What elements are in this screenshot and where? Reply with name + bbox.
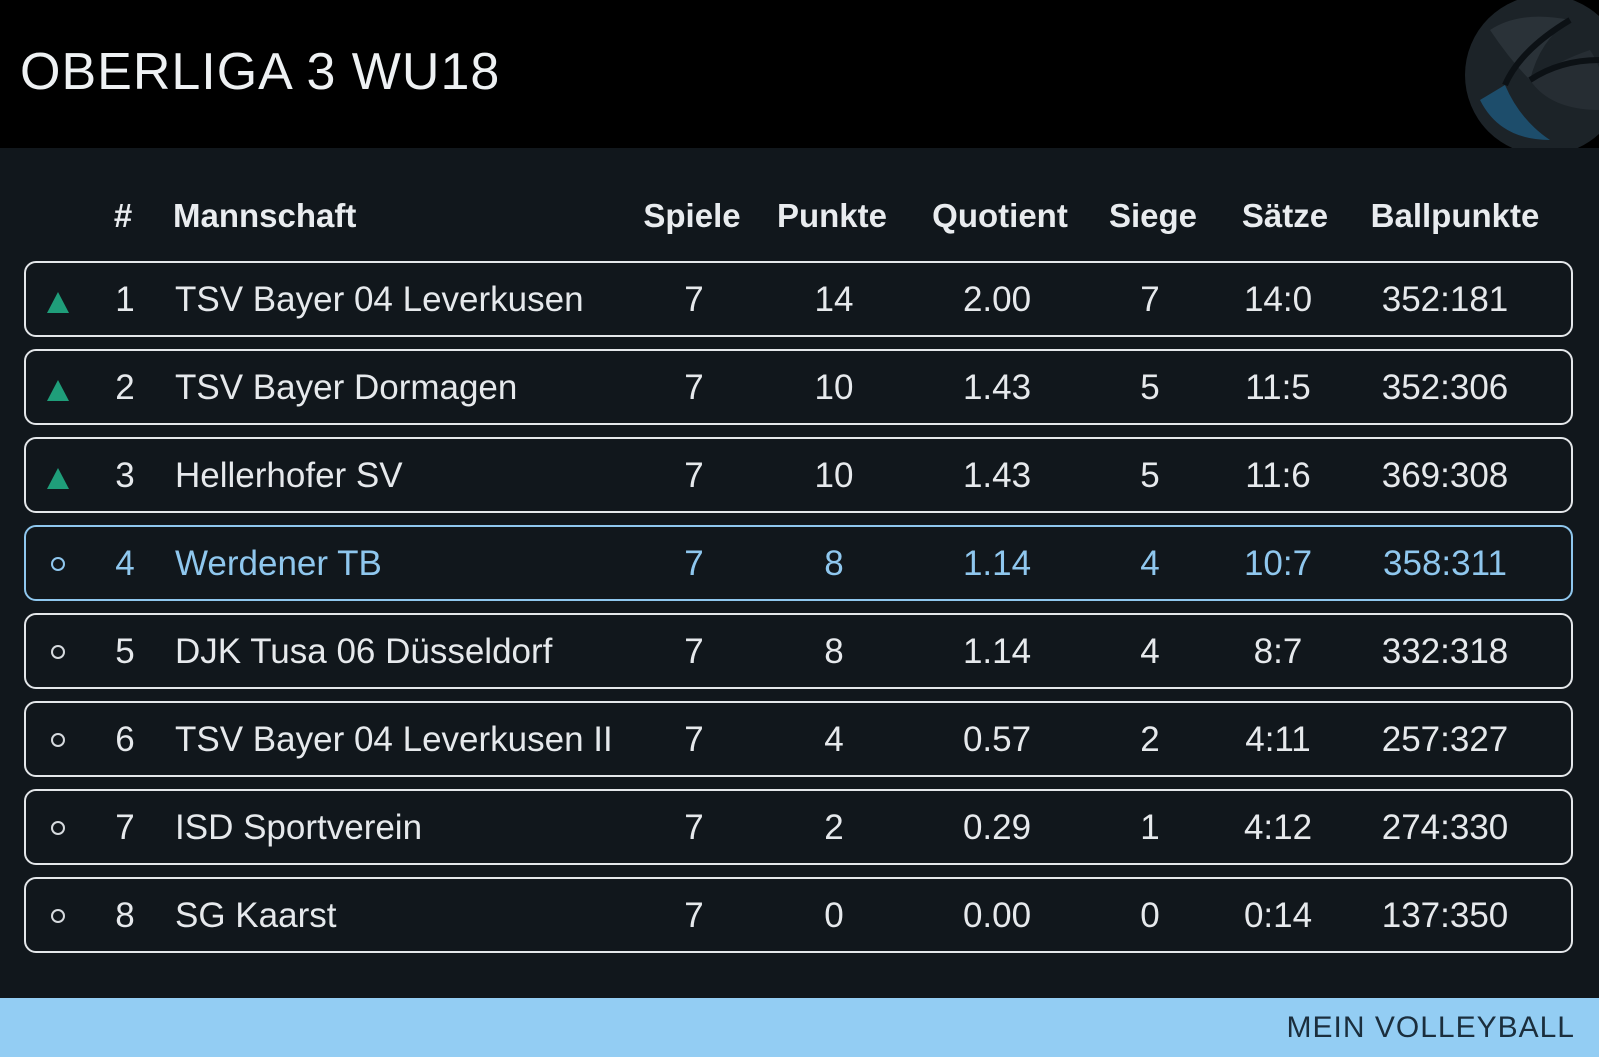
wins-cell: 1 (1140, 808, 1160, 847)
standings-table: # Mannschaft Spiele Punkte Quotient Sieg… (0, 148, 1599, 998)
sets-cell: 8:7 (1253, 632, 1303, 671)
rank-cell: 4 (115, 544, 135, 583)
rank-cell: 3 (115, 456, 135, 495)
ballpoints-cell: 369:308 (1381, 456, 1509, 495)
table-row[interactable]: 5 DJK Tusa 06 Düsseldorf 7 8 1.14 4 8:7 332:318 (24, 613, 1573, 689)
points-cell: 10 (814, 368, 854, 407)
games-cell: 7 (684, 808, 704, 847)
sets-cell: 0:14 (1243, 896, 1313, 935)
table-row[interactable]: 6 TSV Bayer 04 Leverkusen II 7 4 0.57 2 4:11 25… (24, 701, 1573, 777)
quotient-cell: 1.43 (962, 368, 1032, 407)
rank-cell: 5 (115, 632, 135, 671)
points-cell: 0 (824, 896, 844, 935)
ballpoints-cell: 274:330 (1381, 808, 1509, 847)
column-header-team: Mannschaft (173, 197, 357, 234)
column-header-rank: # (113, 197, 133, 234)
games-cell: 7 (684, 720, 704, 759)
team-name: TSV Bayer 04 Leverkusen II (175, 720, 613, 759)
rank-cell: 7 (115, 808, 135, 847)
points-cell: 8 (824, 544, 844, 583)
column-header-ballpoints: Ballpunkte (1370, 197, 1540, 234)
wins-cell: 4 (1140, 632, 1160, 671)
points-cell: 14 (814, 280, 854, 319)
quotient-cell: 1.43 (962, 456, 1032, 495)
footer: MEIN VOLLEYBALL (0, 998, 1599, 1057)
games-cell: 7 (684, 456, 704, 495)
header: OBERLIGA 3 WU18 (0, 0, 1599, 148)
wins-cell: 5 (1140, 456, 1160, 495)
circle-icon (46, 615, 70, 689)
sets-cell: 11:6 (1245, 456, 1311, 495)
column-header-games: Spiele (643, 197, 741, 234)
team-name: Werdener TB (175, 544, 382, 583)
games-cell: 7 (684, 632, 704, 671)
wins-cell: 2 (1140, 720, 1160, 759)
sets-cell: 4:12 (1243, 808, 1313, 847)
quotient-cell: 2.00 (962, 280, 1032, 319)
points-cell: 4 (824, 720, 844, 759)
team-name: SG Kaarst (175, 896, 337, 935)
page-title: OBERLIGA 3 WU18 (20, 43, 501, 101)
rank-cell: 2 (115, 368, 135, 407)
quotient-cell: 0.57 (962, 720, 1032, 759)
promotion-triangle-icon (46, 351, 70, 425)
sets-cell: 14:0 (1243, 280, 1313, 319)
footer-brand[interactable]: MEIN VOLLEYBALL (1286, 1011, 1575, 1044)
column-header-points: Punkte (776, 197, 888, 234)
table-row[interactable]: 2 TSV Bayer Dormagen 7 10 1.43 5 11:5 352:306 (24, 349, 1573, 425)
sets-cell: 10:7 (1243, 544, 1313, 583)
column-header-wins: Siege (1108, 197, 1198, 234)
quotient-cell: 1.14 (962, 544, 1032, 583)
rank-cell: 1 (115, 280, 135, 319)
table-row[interactable]: 4 Werdener TB 7 8 1.14 4 10:7 358:311 (24, 525, 1573, 601)
volleyball-icon (1465, 0, 1599, 148)
sets-cell: 11:5 (1245, 368, 1311, 407)
quotient-cell: 0.00 (962, 896, 1032, 935)
team-name: TSV Bayer Dormagen (175, 368, 518, 407)
points-cell: 2 (824, 808, 844, 847)
table-row[interactable]: 3 Hellerhofer SV 7 10 1.43 5 11:6 369:308 (24, 437, 1573, 513)
games-cell: 7 (684, 544, 704, 583)
points-cell: 8 (824, 632, 844, 671)
quotient-cell: 0.29 (962, 808, 1032, 847)
promotion-triangle-icon (46, 263, 70, 337)
table-row[interactable]: 8 SG Kaarst 7 0 0.00 0 0:14 137:350 (24, 877, 1573, 953)
games-cell: 7 (684, 896, 704, 935)
sets-cell: 4:11 (1245, 720, 1311, 759)
ballpoints-cell: 332:318 (1381, 632, 1509, 671)
circle-icon (46, 879, 70, 953)
games-cell: 7 (684, 368, 704, 407)
team-name: ISD Sportverein (175, 808, 423, 847)
promotion-triangle-icon (46, 439, 70, 513)
team-name: Hellerhofer SV (175, 456, 403, 495)
column-header-quotient: Quotient (932, 197, 1068, 234)
games-cell: 7 (684, 280, 704, 319)
quotient-cell: 1.14 (962, 632, 1032, 671)
team-name: DJK Tusa 06 Düsseldorf (175, 632, 553, 671)
points-cell: 10 (814, 456, 854, 495)
table-row[interactable]: 1 TSV Bayer 04 Leverkusen 7 14 2.00 7 14:0 352:… (24, 261, 1573, 337)
ballpoints-cell: 352:306 (1381, 368, 1509, 407)
wins-cell: 4 (1140, 544, 1160, 583)
team-name: TSV Bayer 04 Leverkusen (175, 280, 584, 319)
ballpoints-cell: 358:311 (1383, 544, 1507, 583)
ballpoints-cell: 137:350 (1381, 896, 1509, 935)
rank-cell: 6 (115, 720, 135, 759)
wins-cell: 5 (1140, 368, 1160, 407)
circle-icon (46, 703, 70, 777)
wins-cell: 0 (1140, 896, 1160, 935)
table-row[interactable]: 7 ISD Sportverein 7 2 0.29 1 4:12 274:330 (24, 789, 1573, 865)
rank-cell: 8 (115, 896, 135, 935)
ballpoints-cell: 352:181 (1381, 280, 1509, 319)
ballpoints-cell: 257:327 (1381, 720, 1509, 759)
column-header-sets: Sätze (1241, 197, 1329, 234)
wins-cell: 7 (1140, 280, 1160, 319)
circle-icon (46, 791, 70, 865)
circle-icon (46, 527, 70, 601)
